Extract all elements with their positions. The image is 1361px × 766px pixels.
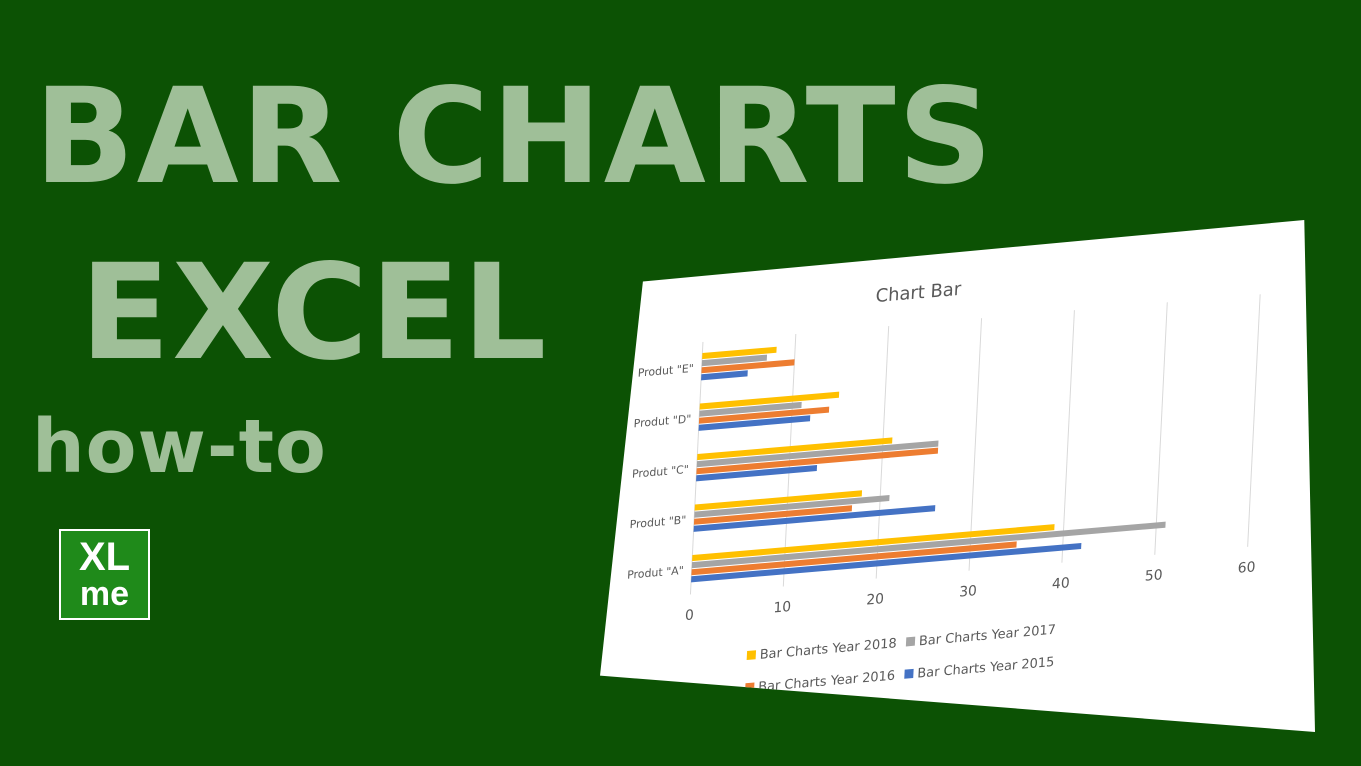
legend-label: Bar Charts Year 2018: [759, 636, 897, 663]
x-tick-label: 50: [1144, 567, 1162, 585]
bar: [694, 490, 863, 511]
category-label: Produt "B": [629, 513, 686, 531]
legend-label: Bar Charts Year 2016: [758, 669, 896, 696]
category-label: Produt "C": [632, 463, 689, 481]
legend-swatch: [746, 650, 757, 661]
category-label: Produt "D": [633, 412, 691, 430]
xlme-logo: XL me: [59, 529, 150, 620]
bar-chart: Produt "A" Produt "B" Produt "C" Produt "D"…: [627, 279, 1261, 696]
headline-line1: BAR CHARTS: [34, 60, 995, 214]
bar: [696, 464, 818, 482]
x-tick-label: 0: [685, 607, 695, 624]
bar: [693, 505, 936, 532]
chart-card: Produt "A" Produt "B" Produt "C" Produt "D"…: [600, 220, 1315, 732]
bar: [701, 359, 795, 374]
x-tick-label: 20: [866, 591, 884, 609]
x-tick-label: 30: [959, 583, 977, 601]
x-tick-label: 60: [1237, 559, 1255, 577]
gridline: [968, 318, 983, 571]
bar: [691, 541, 1017, 576]
logo-text-bottom: me: [79, 575, 130, 613]
bar: [692, 524, 1055, 562]
bar: [699, 391, 840, 410]
bar: [698, 406, 830, 424]
gridline: [1061, 310, 1075, 563]
headline-subtitle: how-to: [32, 404, 327, 490]
category-label: Produt "A": [627, 564, 684, 582]
gridline: [1154, 302, 1168, 555]
bar: [702, 346, 777, 360]
bar: [691, 542, 1082, 583]
bar: [696, 440, 939, 468]
x-tick-label: 40: [1052, 575, 1070, 593]
bar: [701, 354, 768, 367]
bar: [699, 401, 802, 417]
legend-label: Bar Charts Year 2015: [917, 655, 1055, 682]
legend-swatch: [904, 668, 914, 679]
legend-swatch: [905, 636, 916, 647]
bar: [701, 370, 748, 381]
bar: [691, 521, 1166, 569]
logo-text-top: XL: [78, 535, 131, 579]
headline-line2: EXCEL: [80, 236, 549, 390]
chart-title: Chart Bar: [875, 279, 962, 307]
bar: [698, 415, 811, 431]
gridline: [689, 341, 704, 595]
gridline: [1247, 294, 1261, 547]
bar: [697, 437, 893, 461]
bar: [694, 494, 890, 518]
bar: [696, 447, 939, 475]
x-tick-label: 10: [773, 599, 791, 617]
bar: [693, 505, 853, 525]
legend-swatch: [745, 682, 755, 693]
category-label: Produt "E": [637, 362, 694, 380]
legend-label: Bar Charts Year 2017: [919, 623, 1057, 650]
